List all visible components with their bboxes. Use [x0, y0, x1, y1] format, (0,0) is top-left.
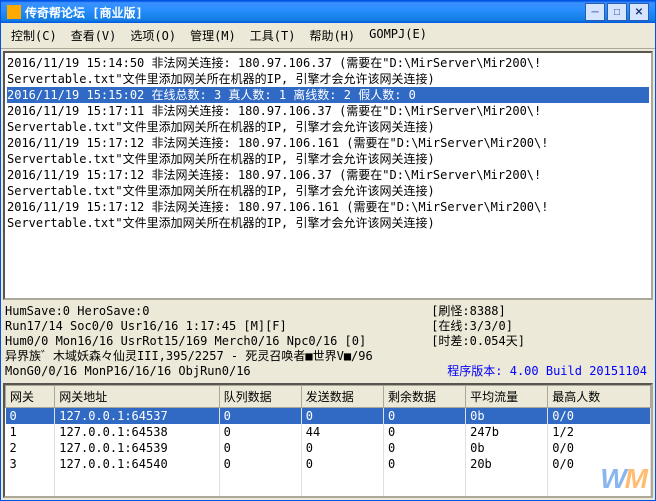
- table-cell: 0: [301, 456, 383, 472]
- log-line[interactable]: 2016/11/19 15:17:11 非法网关连接: 180.97.106.3…: [7, 103, 649, 119]
- close-button[interactable]: ✕: [629, 3, 649, 21]
- log-line[interactable]: Servertable.txt"文件里添加网关所在机器的IP, 引擎才会允许该网…: [7, 215, 649, 231]
- log-line[interactable]: Servertable.txt"文件里添加网关所在机器的IP, 引擎才会允许该网…: [7, 119, 649, 135]
- menubar: 控制(C) 查看(V) 选项(O) 管理(M) 工具(T) 帮助(H) GOMP…: [1, 23, 655, 49]
- table-row[interactable]: 0127.0.0.1:645370000b0/0: [6, 408, 651, 425]
- table-cell: 44: [301, 424, 383, 440]
- log-line[interactable]: 2016/11/19 15:17:12 非法网关连接: 180.97.106.1…: [7, 199, 649, 215]
- status-right-col: [刷怪:8388] [在线:3/3/0] [时差:0.054天]: [431, 304, 525, 349]
- table-header[interactable]: 平均流量: [466, 386, 548, 408]
- log-line[interactable]: Servertable.txt"文件里添加网关所在机器的IP, 引擎才会允许该网…: [7, 71, 649, 87]
- status-l5: MonG0/0/16 MonP16/16/16 ObjRun0/16: [5, 364, 251, 378]
- log-line[interactable]: Servertable.txt"文件里添加网关所在机器的IP, 引擎才会允许该网…: [7, 183, 649, 199]
- window-controls: ─ □ ✕: [585, 3, 649, 21]
- table-header[interactable]: 队列数据: [219, 386, 301, 408]
- log-area[interactable]: 2016/11/19 15:14:50 非法网关连接: 180.97.106.3…: [3, 51, 653, 300]
- table-row[interactable]: 3127.0.0.1:6454000020b0/0: [6, 456, 651, 472]
- status-block: HumSave:0 HeroSave:0 Run17/14 Soc0/0 Usr…: [1, 302, 655, 381]
- table-header[interactable]: 网关: [6, 386, 55, 408]
- titlebar[interactable]: 传奇帮论坛 [商业版] ─ □ ✕: [1, 1, 655, 23]
- table-cell: 0: [6, 408, 55, 425]
- table-cell: 0: [301, 408, 383, 425]
- table-row[interactable]: 2127.0.0.1:645390000b0/0: [6, 440, 651, 456]
- log-line[interactable]: Servertable.txt"文件里添加网关所在机器的IP, 引擎才会允许该网…: [7, 151, 649, 167]
- table-cell: 0: [219, 424, 301, 440]
- maximize-button[interactable]: □: [607, 3, 627, 21]
- status-timediff: [时差:0.054天]: [431, 334, 525, 349]
- status-online: [在线:3/3/0]: [431, 319, 525, 334]
- log-line[interactable]: 2016/11/19 15:17:12 非法网关连接: 180.97.106.1…: [7, 135, 649, 151]
- table-cell: 247b: [466, 424, 548, 440]
- gateway-table-wrap: 网关网关地址队列数据发送数据剩余数据平均流量最高人数 0127.0.0.1:64…: [3, 383, 653, 498]
- table-header[interactable]: 发送数据: [301, 386, 383, 408]
- log-line[interactable]: 2016/11/19 15:14:50 非法网关连接: 180.97.106.3…: [7, 55, 649, 71]
- status-l4: 异界族゛木域妖森々仙灵III,395/2257 - 死灵召唤者■世界V■/96: [5, 349, 373, 363]
- table-header[interactable]: 剩余数据: [383, 386, 465, 408]
- table-cell: 0: [383, 440, 465, 456]
- menu-control[interactable]: 控制(C): [5, 25, 63, 46]
- table-cell: 0/0: [548, 408, 651, 425]
- table-header[interactable]: 最高人数: [548, 386, 651, 408]
- table-cell: 2: [6, 440, 55, 456]
- table-cell: 0: [301, 440, 383, 456]
- menu-manage[interactable]: 管理(M): [184, 25, 242, 46]
- table-cell: 20b: [466, 456, 548, 472]
- minimize-button[interactable]: ─: [585, 3, 605, 21]
- table-cell: 0: [383, 424, 465, 440]
- table-cell: 0/0: [548, 440, 651, 456]
- table-cell: 1/2: [548, 424, 651, 440]
- table-row[interactable]: 1127.0.0.1:645380440247b1/2: [6, 424, 651, 440]
- status-l2: Run17/14 Soc0/0 Usr16/16 1:17:45 [M][F]: [5, 319, 287, 333]
- main-window: 传奇帮论坛 [商业版] ─ □ ✕ 控制(C) 查看(V) 选项(O) 管理(M…: [0, 0, 656, 501]
- table-cell: 0: [219, 408, 301, 425]
- table-cell: 127.0.0.1:64537: [55, 408, 219, 425]
- log-line[interactable]: 2016/11/19 15:17:12 非法网关连接: 180.97.106.3…: [7, 167, 649, 183]
- window-title: 传奇帮论坛 [商业版]: [25, 4, 143, 21]
- table-cell: 0: [383, 408, 465, 425]
- menu-gompj[interactable]: GOMPJ(E): [363, 25, 433, 46]
- table-cell: 127.0.0.1:64539: [55, 440, 219, 456]
- table-cell: 1: [6, 424, 55, 440]
- table-cell: 0b: [466, 408, 548, 425]
- table-cell: 127.0.0.1:64538: [55, 424, 219, 440]
- app-icon: [7, 5, 21, 19]
- table-cell: 0: [219, 440, 301, 456]
- table-cell: 0: [383, 456, 465, 472]
- table-cell: 0b: [466, 440, 548, 456]
- version-label: 程序版本: 4.00 Build 20151104: [447, 364, 647, 379]
- table-cell: 0: [219, 456, 301, 472]
- table-header[interactable]: 网关地址: [55, 386, 219, 408]
- menu-view[interactable]: 查看(V): [65, 25, 123, 46]
- menu-tools[interactable]: 工具(T): [244, 25, 302, 46]
- status-refresh: [刷怪:8388]: [431, 304, 525, 319]
- status-l1: HumSave:0 HeroSave:0: [5, 304, 150, 318]
- menu-options[interactable]: 选项(O): [124, 25, 182, 46]
- log-line[interactable]: 2016/11/19 15:15:02 在线总数: 3 真人数: 1 离线数: …: [7, 87, 649, 103]
- menu-help[interactable]: 帮助(H): [303, 25, 361, 46]
- status-l3: Hum0/0 Mon16/16 UsrRot15/169 Merch0/16 N…: [5, 334, 366, 348]
- gateway-table[interactable]: 网关网关地址队列数据发送数据剩余数据平均流量最高人数 0127.0.0.1:64…: [5, 385, 651, 496]
- table-cell: 127.0.0.1:64540: [55, 456, 219, 472]
- table-cell: 3: [6, 456, 55, 472]
- table-cell: 0/0: [548, 456, 651, 472]
